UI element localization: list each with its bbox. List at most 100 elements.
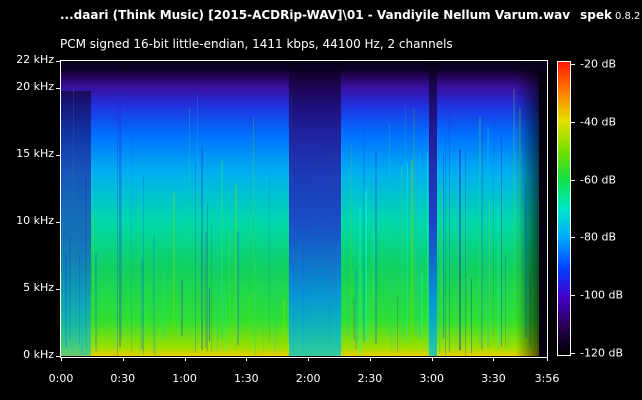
- quiet-section-late: [429, 61, 437, 356]
- spectrogram-streak: [471, 278, 472, 354]
- spectrogram-streak: [205, 231, 207, 348]
- spectrogram-streak: [355, 269, 357, 351]
- spectrogram-streak: [489, 200, 490, 348]
- x-tick-label: 1:00: [172, 372, 197, 385]
- x-tick-mark: [431, 357, 433, 361]
- spectrogram-streak: [163, 271, 165, 339]
- spectrogram-streak: [365, 189, 367, 341]
- colorbar-label: -40 dB: [580, 115, 616, 129]
- spectrogram-streak: [481, 125, 483, 351]
- spectrogram-streak: [411, 159, 413, 345]
- spectrogram-streak: [347, 295, 349, 337]
- spectrogram-streak: [189, 107, 190, 342]
- spectrogram-streak: [407, 162, 408, 343]
- y-tick-mark: [56, 87, 60, 89]
- file-title: ...daari (Think Music) [2015-ACDRip-WAV]…: [60, 8, 571, 22]
- quiet-section: [289, 61, 341, 356]
- spectrogram-streak: [501, 137, 502, 347]
- spectrogram-streak: [513, 88, 515, 347]
- spectrogram-streak: [275, 177, 276, 355]
- x-tick-label: 1:30: [233, 372, 259, 385]
- y-tick-label: 22 kHz: [16, 53, 54, 66]
- colorbar-label: -100 dB: [580, 288, 623, 302]
- spectrogram-streak: [507, 263, 509, 351]
- spectrogram-streak: [391, 276, 392, 349]
- spectrogram-streak: [413, 109, 415, 342]
- spectrogram-streak: [441, 185, 442, 356]
- spectrogram-streak: [393, 273, 394, 351]
- spectrogram-streak: [237, 231, 239, 345]
- colorbar-label: -80 dB: [580, 230, 616, 244]
- spectrogram-streak: [445, 132, 446, 355]
- spectrogram-streak: [221, 160, 223, 339]
- spectrogram-streak: [505, 254, 506, 349]
- spectrogram-streak: [401, 166, 403, 340]
- spectrogram-streak: [487, 126, 489, 348]
- y-tick-mark: [56, 154, 60, 156]
- spectrogram-streak: [449, 110, 450, 353]
- spectrogram-streak: [363, 108, 365, 343]
- spectrogram-streak: [131, 129, 132, 353]
- spectrogram-streak: [249, 294, 250, 354]
- y-tick-label: 5 kHz: [23, 280, 54, 294]
- app-name: spek: [580, 8, 612, 22]
- y-tick-label: 15 kHz: [16, 146, 54, 160]
- spectrogram-streak: [351, 144, 352, 344]
- intro-section: [61, 91, 91, 356]
- x-tick-mark: [246, 357, 248, 361]
- spectrogram-streak: [397, 297, 398, 353]
- spectrogram-streak: [375, 150, 377, 345]
- y-tick-label: 20 kHz: [16, 79, 54, 93]
- spectrogram-streak: [217, 192, 218, 351]
- y-tick-mark: [56, 221, 60, 223]
- colorbar-svg: [558, 62, 570, 355]
- spectrogram-streak: [493, 113, 494, 337]
- x-tick-label: 3:30: [481, 372, 506, 385]
- spectrogram-streak: [139, 206, 140, 355]
- spectrogram-streak: [497, 206, 499, 351]
- spectrogram-streak: [369, 263, 370, 343]
- x-tick-mark: [61, 357, 62, 361]
- x-tick-label: 3:56: [534, 372, 560, 385]
- spectrogram-streak: [405, 105, 406, 346]
- spectrogram-svg: [61, 61, 547, 356]
- colorbar: [557, 61, 571, 356]
- y-tick-label: 0 kHz: [23, 348, 54, 361]
- spectrogram-streak: [269, 173, 270, 343]
- spectrogram-streak: [181, 279, 183, 337]
- x-tick-mark: [184, 357, 186, 361]
- top-band-dark: [61, 61, 547, 71]
- y-tick-mark: [56, 288, 60, 290]
- spectrogram-streak: [499, 239, 501, 344]
- spectrogram-streak: [373, 230, 375, 340]
- colorbar-label: -60 dB: [580, 173, 616, 187]
- spectrogram-streak: [357, 179, 358, 344]
- spectrogram-streak: [439, 249, 440, 354]
- spectrogram-streak: [427, 151, 428, 353]
- x-tick-label: 3:00: [419, 372, 445, 385]
- spectrogram-streak: [459, 149, 461, 351]
- spectrogram-streak: [359, 206, 361, 356]
- colorbar-label: -120 dB: [580, 346, 623, 360]
- x-tick-label: 0:00: [48, 372, 74, 385]
- spectrogram-streak: [211, 222, 212, 352]
- y-tick-mark: [56, 61, 60, 62]
- spectrogram-streak: [117, 105, 118, 356]
- spectrogram-streak: [235, 184, 237, 354]
- x-tick-label: 0:30: [110, 372, 136, 385]
- spectrogram-streak: [479, 117, 481, 346]
- silence-tail: [539, 61, 547, 356]
- x-tick-mark: [369, 357, 371, 361]
- spectrogram-streak: [343, 175, 344, 355]
- spectrogram-streak: [141, 259, 143, 351]
- spectrogram-streak: [371, 254, 373, 350]
- y-tick-label: 10 kHz: [16, 213, 54, 227]
- spectrogram-streak: [143, 176, 144, 355]
- spectrogram-streak: [419, 151, 420, 338]
- spectrogram-streak: [209, 287, 210, 342]
- spectrogram-streak: [255, 261, 256, 355]
- window-title: ...daari (Think Music) [2015-ACDRip-WAV]…: [60, 8, 640, 22]
- colorbar-tick-mark: [571, 237, 575, 239]
- spectrogram-streak: [197, 94, 198, 346]
- spectrogram-streak: [465, 149, 466, 356]
